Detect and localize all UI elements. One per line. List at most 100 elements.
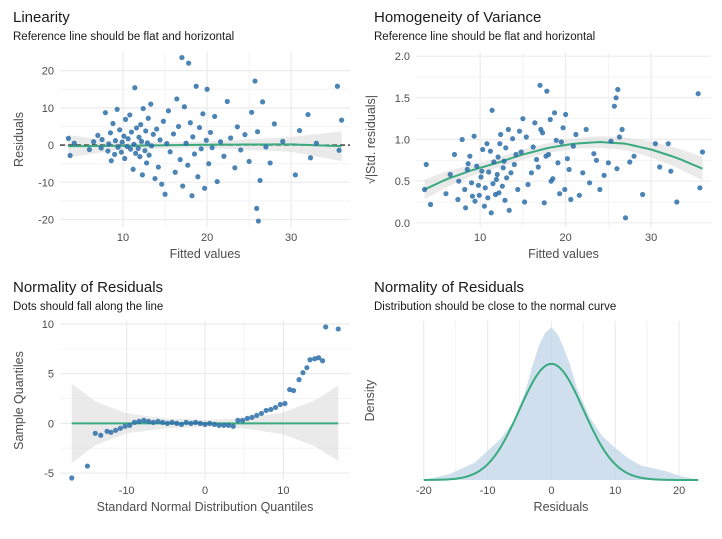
data-point (485, 195, 491, 201)
data-point (267, 160, 273, 166)
data-point (230, 423, 236, 429)
data-point (459, 136, 465, 143)
empirical-density-area (423, 327, 699, 480)
data-point (108, 429, 114, 435)
data-point (211, 421, 218, 427)
data-point (316, 355, 322, 361)
data-point (224, 98, 230, 105)
data-point (583, 126, 589, 133)
y-tick-label: 1.5 (395, 93, 410, 105)
data-point (665, 141, 671, 147)
data-point (259, 99, 266, 105)
data-point (613, 95, 619, 101)
data-point (502, 197, 508, 203)
data-point (497, 141, 503, 147)
data-point (505, 126, 511, 133)
data-point (503, 145, 509, 151)
data-point (319, 358, 326, 364)
data-point (145, 115, 151, 121)
data-point (186, 60, 192, 66)
data-point (188, 420, 194, 426)
data-point (244, 415, 250, 421)
data-point (71, 140, 77, 146)
data-point (555, 160, 561, 166)
data-point (138, 138, 145, 144)
data-point (601, 172, 607, 178)
data-point (133, 125, 140, 131)
data-point (515, 186, 521, 193)
data-point (249, 414, 255, 420)
data-point (146, 152, 152, 158)
data-point (597, 186, 603, 193)
data-point (225, 422, 232, 428)
data-point (652, 141, 659, 147)
data-point (127, 422, 133, 428)
data-point (242, 132, 248, 138)
data-point (616, 134, 623, 140)
x-tick-label: -10 (480, 485, 496, 497)
gridlines (60, 52, 350, 227)
data-point (478, 174, 484, 180)
data-point (558, 139, 564, 145)
data-point (174, 420, 180, 426)
data-point (465, 161, 471, 167)
data-point (615, 86, 621, 93)
data-point (137, 154, 143, 160)
data-point (544, 88, 550, 94)
data-point (162, 191, 168, 197)
data-point (421, 186, 428, 193)
data-point (487, 148, 493, 154)
data-point (149, 143, 155, 149)
data-point (586, 180, 593, 186)
data-point (228, 135, 234, 141)
data-point (238, 147, 244, 153)
data-point (551, 110, 558, 116)
data-point (206, 161, 212, 167)
data-point (69, 475, 75, 481)
data-point (143, 128, 149, 134)
data-point (118, 149, 124, 155)
data-point (501, 158, 507, 164)
data-point (249, 109, 255, 115)
data-point (98, 432, 104, 438)
data-point (130, 166, 136, 172)
data-point (183, 419, 189, 425)
data-point (462, 186, 468, 193)
chart-title: Linearity (13, 9, 70, 26)
data-point (496, 190, 502, 196)
data-point (201, 185, 208, 191)
data-point (202, 421, 208, 427)
data-point (334, 83, 340, 89)
data-point (639, 191, 646, 198)
data-point (699, 149, 706, 155)
data-point (631, 153, 637, 159)
data-point (252, 78, 258, 84)
data-point (462, 205, 469, 211)
chart-subtitle: Reference line should be flat and horizo… (374, 31, 596, 43)
data-point (196, 124, 203, 131)
data-point (258, 410, 265, 417)
data-point (493, 176, 499, 183)
data-point (135, 145, 141, 152)
data-point (198, 146, 204, 152)
confidence-band (68, 131, 342, 162)
data-point (164, 140, 170, 147)
data-point (475, 182, 482, 188)
homogeneity-panel: Homogeneity of Variance Reference line s… (361, 0, 722, 269)
data-point (443, 191, 449, 197)
data-point (335, 326, 341, 332)
data-point (570, 143, 576, 149)
data-point (110, 120, 116, 127)
data-point (479, 168, 485, 174)
y-tick-label: 10 (42, 103, 54, 115)
data-point (523, 134, 529, 140)
gridlines (60, 321, 350, 480)
fit-line (424, 141, 703, 191)
data-point (282, 400, 288, 407)
data-point (455, 196, 461, 203)
data-point (312, 356, 318, 362)
data-point (99, 136, 105, 143)
data-point (91, 139, 97, 145)
data-point (112, 151, 118, 157)
data-point (481, 203, 488, 209)
